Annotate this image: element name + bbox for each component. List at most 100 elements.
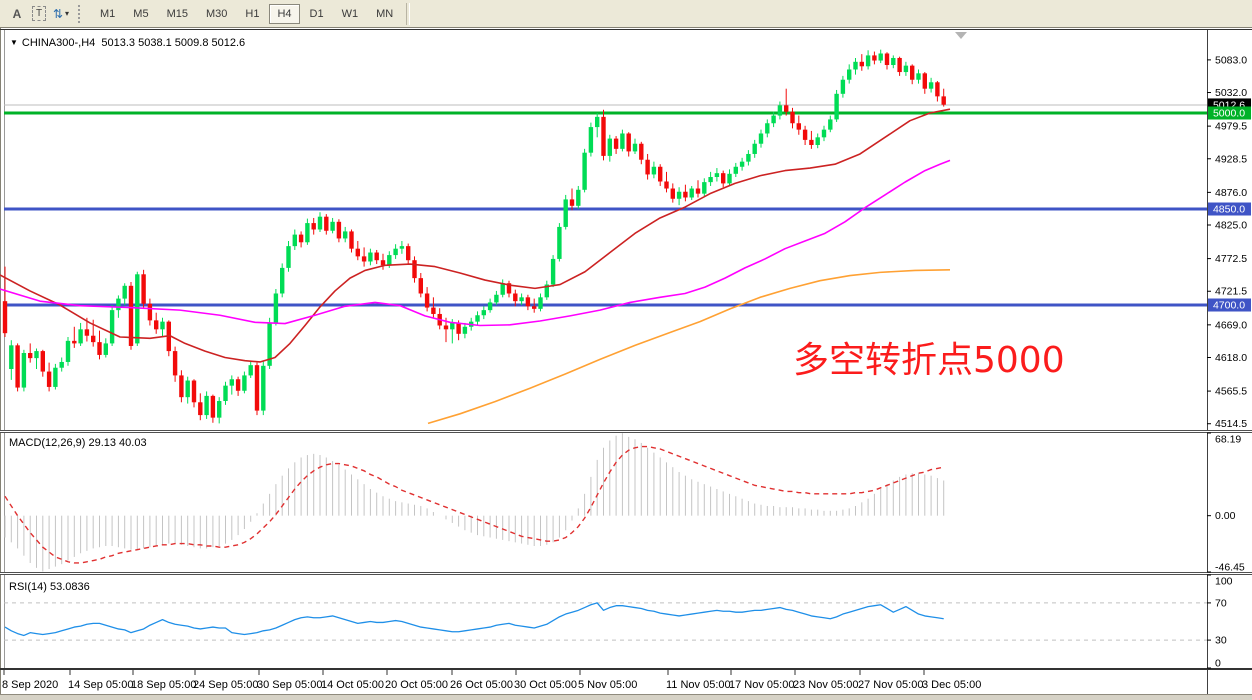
- time-axis-label: 14 Oct 05:00: [321, 679, 384, 691]
- candle-body: [840, 79, 846, 94]
- time-axis-label: 18 Sep 05:00: [131, 679, 197, 691]
- candle-body: [658, 166, 663, 182]
- chart-header[interactable]: ▼ CHINA300-,H4 5013.3 5038.1 5009.8 5012.…: [10, 37, 245, 49]
- timeframe-button-h1[interactable]: H1: [245, 7, 260, 20]
- candle-body: [481, 310, 486, 316]
- candle-body: [922, 73, 927, 89]
- time-axis-label: 30 Oct 05:00: [514, 679, 577, 691]
- timeframe-button-d1[interactable]: D1: [309, 7, 324, 20]
- candle-body: [935, 82, 940, 97]
- candle-body: [34, 351, 39, 359]
- candle-body: [878, 53, 883, 61]
- candle-body: [361, 256, 367, 262]
- candle-body: [569, 199, 575, 206]
- candle-body: [324, 216, 329, 231]
- macd-tick-label: 68.19: [1215, 434, 1241, 446]
- timeframe-button-mn[interactable]: MN: [376, 7, 394, 20]
- candle-body: [160, 321, 165, 330]
- candle-body: [317, 216, 323, 230]
- timeframe-button-m15[interactable]: M15: [166, 7, 188, 20]
- candle-body: [198, 402, 203, 416]
- candle-body: [229, 379, 234, 386]
- price-tick-label: 4721.5: [1215, 286, 1247, 298]
- candle-body: [588, 127, 594, 153]
- rsi-tick-label: 30: [1215, 635, 1227, 647]
- timeframe-button-w1[interactable]: W1: [341, 7, 359, 20]
- candle-body: [280, 267, 285, 294]
- candle-body: [387, 255, 392, 266]
- candle-body: [154, 320, 159, 330]
- candle-body: [525, 297, 531, 307]
- candle-body: [532, 306, 537, 309]
- macd-tick-label: -46.45: [1215, 562, 1245, 574]
- ma-slow-orange: [427, 269, 951, 425]
- candle-body: [834, 93, 839, 120]
- timeframe-button-h4[interactable]: H4: [269, 3, 300, 24]
- price-badge-label: 4700.0: [1213, 300, 1245, 312]
- candle-body: [248, 365, 253, 376]
- candle-body: [739, 161, 745, 167]
- candle-body: [305, 223, 310, 243]
- candle-body: [374, 252, 379, 261]
- toolbar-left-group: A T ⇅ ▾: [6, 4, 72, 24]
- timeframe-button-m30[interactable]: M30: [205, 7, 228, 20]
- ma-mid-magenta: [0, 159, 951, 327]
- rsi-line: [4, 602, 944, 637]
- candle-body: [59, 361, 64, 368]
- time-axis-label: 24 Sep 05:00: [193, 679, 259, 691]
- price-badge-label: 4850.0: [1213, 204, 1245, 216]
- price-tick-label: 4825.0: [1215, 220, 1247, 232]
- candle-body: [418, 278, 423, 294]
- price-tick-label: 4514.5: [1215, 418, 1247, 430]
- candle-body: [519, 297, 524, 302]
- toolbar-button-text-label-tool[interactable]: A: [12, 6, 22, 21]
- chart-ohlc-values: 5013.3 5038.1 5009.8 5012.6: [101, 37, 246, 49]
- time-axis-label: 26 Oct 05:00: [450, 679, 513, 691]
- candle-body: [65, 340, 71, 362]
- candle-body: [355, 248, 360, 257]
- toolbar: A T ⇅ ▾ M1 M5 M15 M30 H1 H4 D1 W1 MN: [0, 0, 1252, 28]
- candle-body: [343, 231, 348, 239]
- toolbar-grip[interactable]: [78, 4, 84, 23]
- symbol-dropdown-icon[interactable]: ▼: [10, 38, 18, 47]
- chart-shift-marker-icon[interactable]: [955, 32, 967, 39]
- candle-body: [78, 329, 83, 344]
- candle-body: [683, 191, 688, 198]
- price-tick-label: 5032.0: [1215, 87, 1247, 99]
- candle-body: [242, 375, 247, 391]
- candle-body: [311, 223, 316, 230]
- candle-body: [903, 65, 909, 73]
- time-axis-top-border: [0, 668, 1252, 670]
- timeframe-button-m1[interactable]: M1: [100, 7, 116, 20]
- candle-body: [809, 139, 814, 146]
- candle-body: [424, 293, 430, 308]
- candle-body: [147, 303, 153, 321]
- time-axis-label: 8 Sep 2020: [2, 679, 59, 691]
- candle-body: [28, 353, 33, 359]
- pointer-mode-dropdown-button[interactable]: ⇅ ▾: [51, 4, 71, 24]
- candle-body: [853, 61, 858, 70]
- chart-annotation-text[interactable]: 多空转折点5000: [793, 340, 1065, 381]
- candle-body: [670, 188, 675, 199]
- candle-body: [406, 246, 411, 261]
- candle-body: [695, 188, 701, 194]
- timeframe-button-m5[interactable]: M5: [133, 7, 149, 20]
- candle-body: [664, 181, 669, 189]
- chevron-down-icon: ▾: [65, 9, 70, 18]
- candle-body: [752, 143, 757, 154]
- time-axis-label: 23 Nov 05:00: [793, 679, 859, 691]
- candle-body: [601, 116, 606, 156]
- candle-body: [897, 57, 902, 73]
- candle-body: [796, 123, 801, 130]
- candle-body: [412, 260, 417, 279]
- candle-body: [204, 395, 209, 416]
- candle-body: [544, 284, 549, 298]
- candle-body: [941, 96, 946, 105]
- price-tick-label: 4565.5: [1215, 386, 1247, 398]
- toolbar-button-text-box-tool[interactable]: T: [29, 4, 49, 24]
- candle-body: [141, 274, 146, 304]
- candle-body: [97, 342, 102, 355]
- candle-body: [733, 166, 738, 174]
- candle-body: [916, 73, 921, 80]
